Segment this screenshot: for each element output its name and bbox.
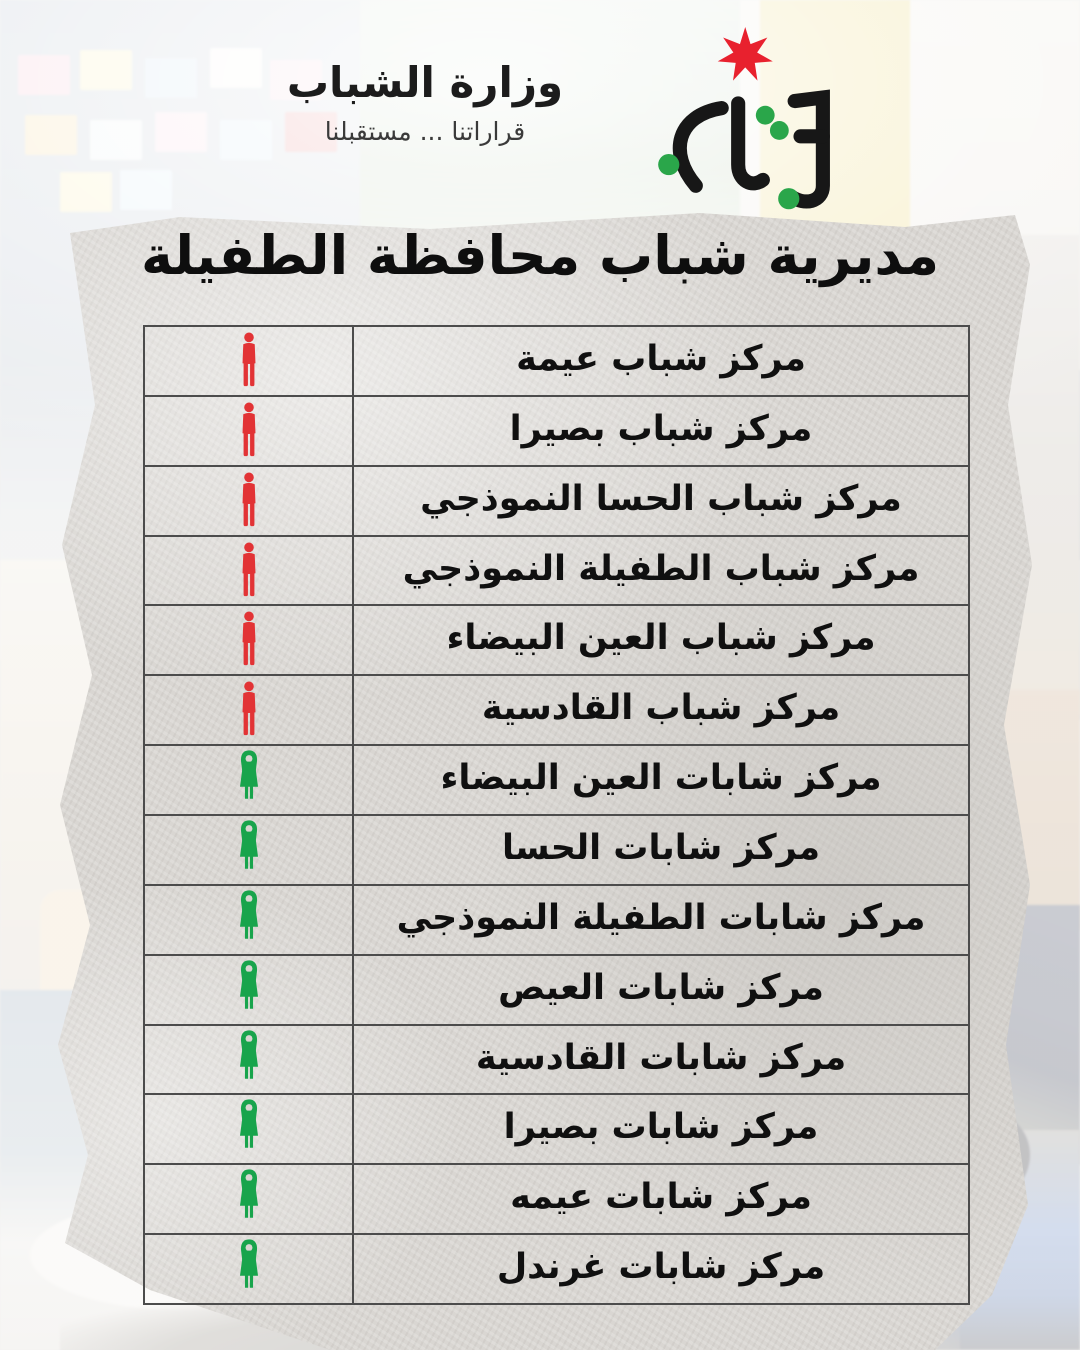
center-name: مركز شباب القادسية: [481, 688, 841, 729]
male-person-icon: [238, 611, 260, 669]
table-row: مركز شباب الطفيلة النموذجي: [145, 536, 968, 607]
table-row: مركز شابات بصيرا: [145, 1095, 968, 1166]
torn-paper-sheet: [58, 213, 1032, 1350]
seven-pointed-star-icon: [717, 26, 773, 81]
logo-green-dots: [658, 105, 800, 210]
center-name: مركز شابات الحسا: [501, 827, 821, 868]
table-row: مركز شابات القادسية: [145, 1025, 968, 1096]
female-person-icon: [236, 1029, 262, 1090]
table-row: مركز شابات الطفيلة النموذجي: [145, 885, 968, 956]
female-person-icon: [236, 890, 262, 950]
table-row: مركز شباب بصيرا: [145, 396, 968, 467]
table-row: مركز شباب العين البيضاء: [145, 606, 968, 677]
icon-cell: [145, 955, 354, 1024]
table-row: مركز شابات العين البيضاء: [145, 746, 968, 817]
female-person-icon: [236, 1099, 262, 1159]
center-name: مركز شابات غرندل: [496, 1247, 826, 1288]
center-name: مركز شابات بصيرا: [503, 1107, 819, 1148]
icon-cell: [145, 816, 354, 884]
center-name: مركز شباب العين البيضاء: [446, 618, 876, 659]
table-row: مركز شابات العيص: [145, 955, 968, 1026]
table-row: مركز شباب عيمة: [145, 327, 968, 397]
table-row: مركز شابات عيمه: [145, 1165, 968, 1236]
center-name: مركز شباب عيمة: [516, 338, 806, 379]
icon-cell: [145, 606, 354, 675]
table-row: مركز شباب الحسا النموذجي: [145, 466, 968, 537]
male-person-icon: [238, 681, 260, 739]
icon-cell: [145, 396, 354, 465]
icon-cell: [145, 1025, 354, 1094]
center-name: مركز شباب بصيرا: [509, 408, 813, 449]
center-name: مركز شابات القادسية: [475, 1037, 847, 1078]
ministry-name: وزارة الشباب: [286, 58, 564, 107]
icon-cell: [145, 327, 354, 395]
center-name: مركز شباب الحسا النموذجي: [420, 478, 902, 519]
centers-table: مركز شباب عيمة مركز شباب بصيرا مركز شباب ا…: [143, 325, 970, 1305]
female-person-icon: [236, 960, 262, 1020]
ministry-logo: [592, 14, 922, 214]
icon-cell: [145, 536, 354, 605]
page-title: مديرية شباب محافظة الطفيلة: [140, 224, 940, 287]
female-person-icon: [236, 1239, 262, 1299]
icon-cell: [145, 1165, 354, 1234]
male-person-icon: [238, 402, 260, 460]
male-person-icon: [238, 542, 260, 600]
center-name: مركز شابات الطفيلة النموذجي: [396, 897, 926, 938]
male-person-icon: [238, 332, 260, 390]
table-row: مركز شابات غرندل: [145, 1235, 968, 1304]
female-person-icon: [236, 820, 262, 880]
icon-cell: [145, 676, 354, 745]
icon-cell: [145, 1095, 354, 1164]
icon-cell: [145, 466, 354, 535]
center-name: مركز شابات العيص: [498, 967, 824, 1008]
male-person-icon: [238, 472, 260, 530]
center-name: مركز شابات عيمه: [510, 1177, 812, 1218]
calligraphy-strokes: [672, 89, 830, 209]
table-row: مركز شباب القادسية: [145, 676, 968, 747]
female-person-icon: [236, 750, 262, 810]
icon-cell: [145, 746, 354, 815]
ministry-tagline: قراراتنا ... مستقبلنا: [324, 117, 526, 146]
center-name: مركز شباب الطفيلة النموذجي: [402, 548, 920, 589]
female-person-icon: [236, 1169, 262, 1229]
icon-cell: [145, 885, 354, 954]
ministry-brand-block: وزارة الشباب قراراتنا ... مستقبلنا: [275, 58, 575, 146]
center-name: مركز شابات العين البيضاء: [440, 758, 882, 799]
table-row: مركز شابات الحسا: [145, 816, 968, 886]
ministry-logo-graphic: [658, 26, 830, 210]
icon-cell: [145, 1235, 354, 1304]
